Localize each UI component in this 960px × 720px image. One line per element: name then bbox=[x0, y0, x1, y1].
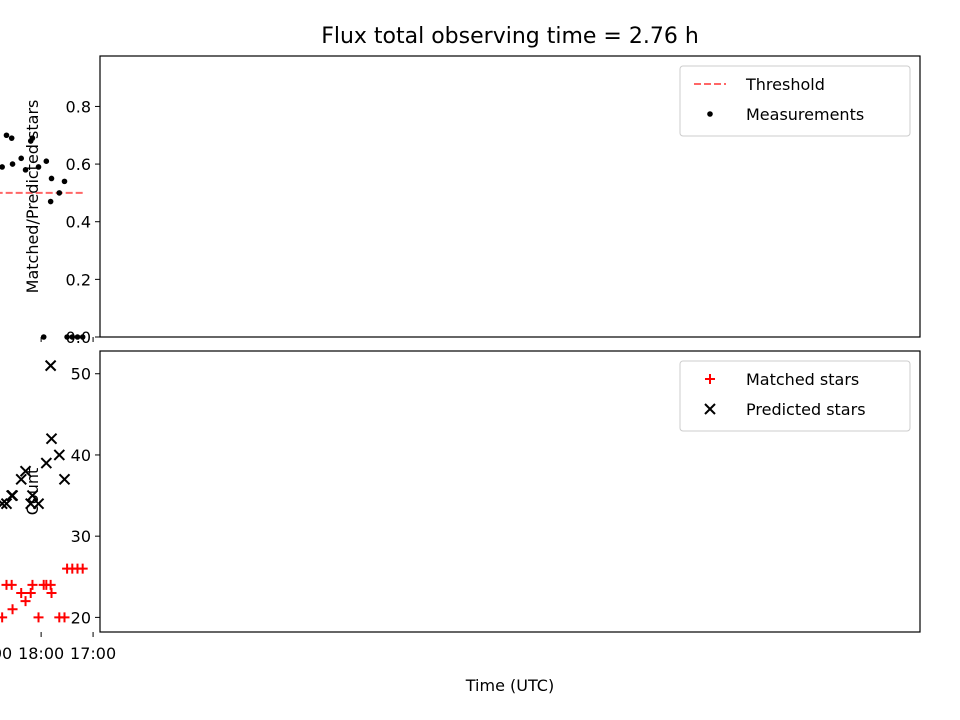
y-tick-label: 40 bbox=[71, 446, 91, 465]
data-point bbox=[58, 473, 71, 486]
data-point bbox=[19, 465, 32, 477]
data-point bbox=[3, 132, 10, 139]
data-point bbox=[22, 167, 29, 173]
legend-label: Matched stars bbox=[746, 370, 859, 389]
data-point bbox=[0, 497, 13, 510]
data-point bbox=[25, 497, 37, 510]
y-axis-label: Matched/Predicted stars bbox=[23, 100, 42, 294]
legend-label: Threshold bbox=[745, 75, 825, 94]
x-tick-label: 18:00 bbox=[18, 644, 64, 663]
legend-marker bbox=[707, 111, 713, 117]
data-point bbox=[45, 433, 58, 445]
data-point bbox=[40, 334, 47, 340]
data-point bbox=[7, 604, 18, 615]
y-tick-label: 0.6 bbox=[66, 155, 91, 174]
data-point bbox=[20, 596, 31, 607]
chart-title: Flux total observing time = 2.76 h bbox=[321, 24, 699, 49]
data-point bbox=[79, 334, 86, 340]
data-point bbox=[62, 563, 73, 574]
legend-label: Predicted stars bbox=[746, 400, 866, 419]
data-point bbox=[40, 457, 53, 469]
data-point bbox=[48, 175, 55, 182]
data-point bbox=[33, 612, 44, 623]
legend-box bbox=[679, 65, 911, 137]
series-dot bbox=[0, 132, 86, 340]
data-point bbox=[47, 198, 54, 205]
data-point bbox=[0, 612, 8, 623]
data-point bbox=[8, 135, 15, 141]
bottom-panel: 2030405017:0018:0019:0020:0021:0022:0023… bbox=[0, 350, 921, 695]
axes-frame bbox=[99, 350, 921, 633]
data-point bbox=[27, 138, 34, 144]
data-point bbox=[0, 164, 5, 170]
data-point bbox=[9, 161, 16, 167]
data-point bbox=[43, 158, 50, 164]
data-point bbox=[18, 155, 25, 162]
data-point bbox=[15, 473, 27, 486]
data-point bbox=[38, 579, 49, 590]
y-axis-label: Count bbox=[23, 468, 42, 516]
data-point bbox=[53, 449, 66, 461]
data-point bbox=[56, 190, 63, 196]
y-tick-label: 0.8 bbox=[66, 97, 91, 116]
y-tick-label: 0.2 bbox=[66, 270, 91, 289]
legend: Matched stars Predicted stars bbox=[679, 360, 911, 432]
data-point bbox=[16, 588, 27, 599]
legend-label: Measurements bbox=[746, 105, 864, 124]
data-point bbox=[61, 178, 68, 185]
data-point bbox=[25, 588, 36, 599]
y-tick-label: 50 bbox=[71, 365, 91, 384]
y-tick-label: 0.4 bbox=[66, 213, 91, 232]
legend-marker bbox=[705, 374, 715, 384]
data-point bbox=[0, 497, 8, 510]
top-panel: 0.0 0.2 0.4 0.6 0.8 Matched/Predicted stars Th… bbox=[0, 55, 921, 347]
x-tick-label: 17:00 bbox=[70, 644, 116, 663]
data-point bbox=[5, 489, 18, 502]
data-point bbox=[69, 334, 76, 340]
axes-frame bbox=[99, 55, 921, 338]
series-plus bbox=[0, 563, 88, 623]
y-tick-label: 30 bbox=[71, 527, 91, 546]
y-tick-label: 0.0 bbox=[66, 328, 91, 347]
data-point bbox=[64, 334, 70, 340]
x-tick-label: 19:00 bbox=[0, 644, 12, 663]
y-tick-label: 20 bbox=[71, 608, 91, 627]
series-x bbox=[0, 359, 71, 510]
data-point bbox=[54, 612, 65, 623]
legend-marker bbox=[704, 403, 716, 415]
data-point bbox=[74, 334, 81, 340]
data-point bbox=[35, 164, 42, 170]
legend: Threshold Measurements bbox=[679, 65, 911, 137]
data-point bbox=[44, 359, 57, 372]
x-axis-label: Time (UTC) bbox=[465, 676, 554, 695]
legend-box bbox=[679, 360, 911, 432]
data-point bbox=[1, 579, 12, 590]
data-point bbox=[27, 579, 38, 590]
